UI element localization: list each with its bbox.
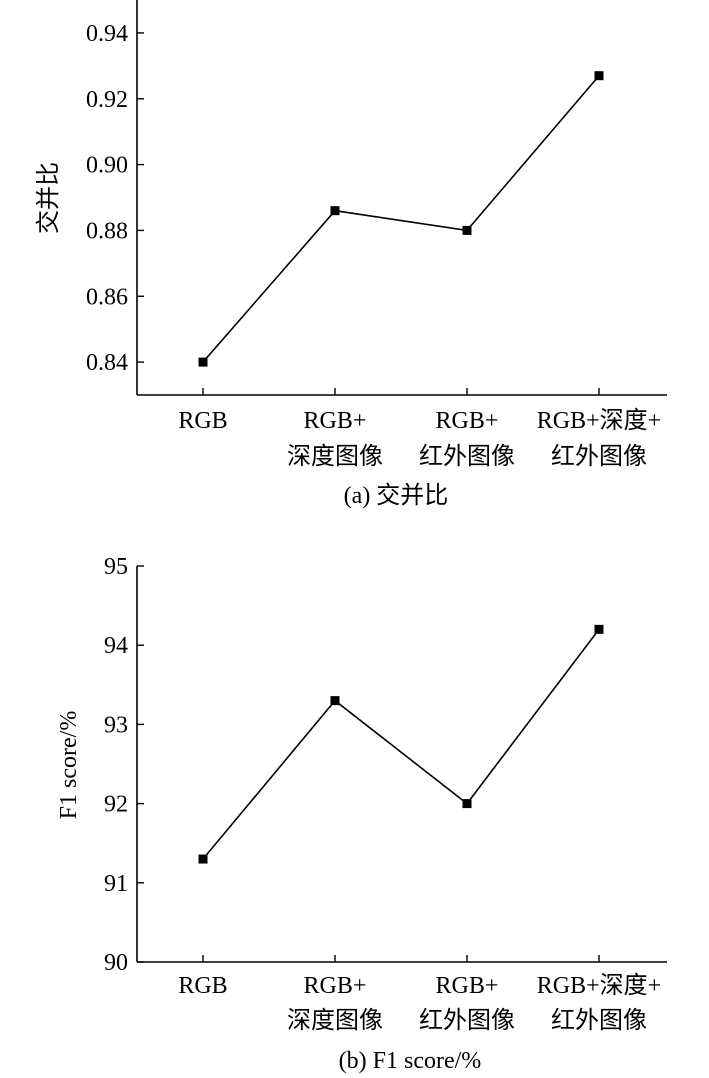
x-tick-label: 红外图像 xyxy=(551,1007,647,1034)
y-tick-label: 95 xyxy=(104,554,128,580)
series-line xyxy=(202,75,600,363)
x-tick-label: RGB+ xyxy=(304,973,367,999)
y-tick-label: 0.90 xyxy=(86,153,128,179)
chart-caption: (b) F1 score/% xyxy=(339,1048,482,1074)
x-tick-label: 深度图像 xyxy=(287,443,383,470)
x-tick-label: 深度图像 xyxy=(287,1007,383,1034)
y-tick-label: 91 xyxy=(104,871,128,897)
data-point-marker xyxy=(198,357,208,367)
data-point-marker xyxy=(594,71,604,81)
x-tick-label: RGB+深度+ xyxy=(537,407,661,434)
x-tick-label: RGB xyxy=(178,408,227,434)
y-tick-label: 92 xyxy=(104,792,128,818)
y-tick-label: 0.92 xyxy=(86,87,128,113)
data-point-marker xyxy=(594,624,604,634)
y-axis-title: F1 score/% xyxy=(56,711,82,820)
data-point-marker xyxy=(330,696,340,706)
series-line xyxy=(202,628,600,860)
y-axis-title: 交并比 xyxy=(35,162,62,234)
y-tick-label: 0.94 xyxy=(86,21,128,47)
data-point-marker xyxy=(198,854,208,864)
data-point-marker xyxy=(462,225,472,235)
data-point-marker xyxy=(462,799,472,809)
y-tick-label: 90 xyxy=(104,950,128,976)
x-tick-label: 红外图像 xyxy=(419,1007,515,1034)
y-tick-label: 0.84 xyxy=(86,350,128,376)
x-tick-label: RGB+深度+ xyxy=(537,972,661,999)
chart-f1-score: (b) F1 score/% 90 91 92 93 94 95 RGB RGB+ 深度图像 RG… xyxy=(56,554,667,1074)
y-tick-label: 94 xyxy=(104,633,128,659)
x-tick-label: RGB xyxy=(178,973,227,999)
data-point-marker xyxy=(330,206,340,216)
x-tick-label: RGB+ xyxy=(436,408,499,434)
y-tick-label: 0.88 xyxy=(86,218,128,244)
x-tick-label: 红外图像 xyxy=(551,443,647,470)
y-tick-label: 0.86 xyxy=(86,284,128,310)
x-tick-label: RGB+ xyxy=(436,973,499,999)
x-tick-label: RGB+ xyxy=(304,408,367,434)
chart-caption: (a) 交并比 xyxy=(344,482,449,509)
x-tick-label: 红外图像 xyxy=(419,443,515,470)
y-tick-label: 93 xyxy=(104,712,128,738)
